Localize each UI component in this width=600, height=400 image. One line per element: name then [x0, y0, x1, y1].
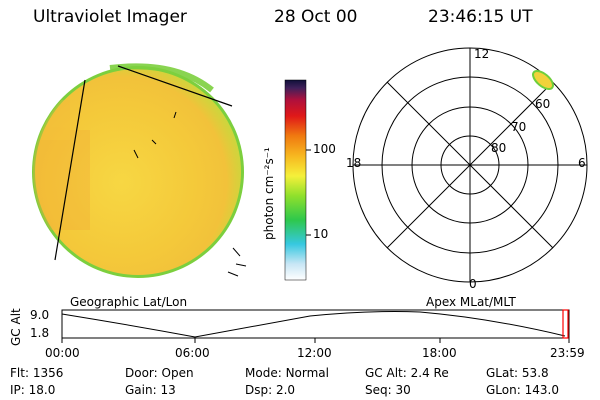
status-gc-alt: GC Alt: 2.4 Re [365, 366, 449, 380]
timeline-axis-title: GC Alt [9, 308, 23, 346]
status-ip: IP: 18.0 [10, 383, 56, 397]
altitude-timeline [61, 309, 570, 343]
status-seq: Seq: 30 [365, 383, 411, 397]
x-tick-1800: 18:00 [422, 346, 457, 360]
status-gain: Gain: 13 [125, 383, 176, 397]
instrument-title: Ultraviolet Imager [33, 7, 187, 27]
y-tick-top: 9.0 [30, 308, 50, 322]
lat-label-80: 80 [491, 141, 507, 155]
mlt-label-12: 12 [474, 47, 490, 61]
latitude-line [117, 65, 233, 107]
x-tick-0600: 06:00 [175, 346, 210, 360]
polar-aurora-patch [532, 70, 554, 90]
colorbar [284, 79, 307, 281]
x-tick-2359: 23:59 [550, 346, 585, 360]
status-dsp: Dsp: 2.0 [245, 383, 296, 397]
current-time-marker [562, 309, 569, 339]
status-glat: GLat: 53.8 [486, 366, 549, 380]
lat-label-60: 60 [535, 97, 551, 111]
colorbar-tick-10: 10 [313, 227, 329, 241]
status-mode: Mode: Normal [245, 366, 329, 380]
polar-grid [352, 47, 588, 283]
mlt-label-6: 6 [578, 156, 586, 170]
colorbar-unit-label: photon cm⁻²s⁻¹ [262, 147, 276, 240]
status-glon: GLon: 143.0 [486, 383, 559, 397]
x-tick-1200: 12:00 [297, 346, 332, 360]
geo-caption: Geographic Lat/Lon [70, 295, 188, 309]
date-label: 28 Oct 00 [274, 7, 358, 27]
status-door: Door: Open [125, 366, 194, 380]
mlt-label-18: 18 [346, 156, 362, 170]
meridian-line [54, 79, 86, 261]
apex-caption: Apex MLat/MLT [426, 295, 516, 309]
time-label: 23:46:15 UT [428, 7, 533, 27]
mlt-label-0: 0 [469, 277, 477, 291]
lat-label-70: 70 [511, 120, 527, 134]
status-flt: Flt: 1356 [10, 366, 64, 380]
earth-disk-image [32, 63, 247, 278]
y-tick-bottom: 1.8 [30, 326, 50, 340]
colorbar-tick-100: 100 [313, 142, 336, 156]
x-tick-0000: 00:00 [45, 346, 80, 360]
